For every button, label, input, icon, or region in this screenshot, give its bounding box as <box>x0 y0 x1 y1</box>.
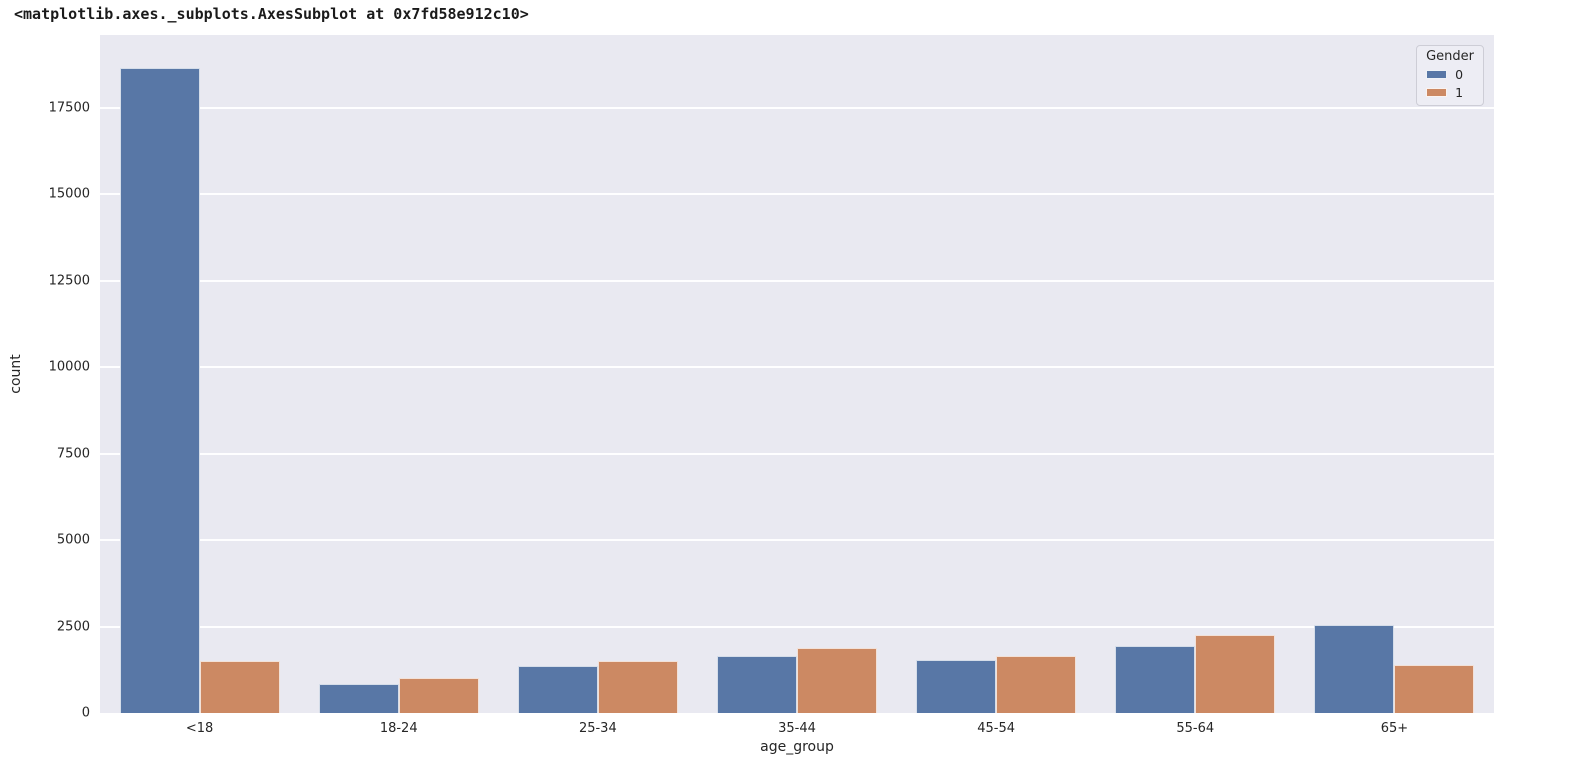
bar-18-24-gender-0 <box>318 683 399 713</box>
legend-swatch-icon <box>1426 88 1448 97</box>
bar-<18-gender-0 <box>119 67 200 713</box>
bar-55-64-gender-1 <box>1195 635 1276 713</box>
x-tick-label: <18 <box>185 721 214 736</box>
gridline <box>100 106 1494 109</box>
bar-45-54-gender-0 <box>916 660 997 713</box>
y-tick-label: 15000 <box>48 186 90 202</box>
x-tick-label: 35-44 <box>778 721 816 736</box>
y-tick-label: 0 <box>81 705 90 721</box>
gridline <box>100 625 1494 628</box>
y-tick-label: 2500 <box>56 619 90 635</box>
y-tick-label: 17500 <box>48 100 90 116</box>
x-tick-label: 18-24 <box>379 721 418 736</box>
axes-repr-text: <matplotlib.axes._subplots.AxesSubplot a… <box>14 5 529 23</box>
gridline <box>100 539 1494 542</box>
bar-35-44-gender-1 <box>797 647 877 713</box>
legend-entry-label: 1 <box>1455 85 1464 100</box>
x-axis-label: age_group <box>760 739 834 755</box>
bar-<18-gender-1 <box>199 661 280 713</box>
y-tick-label: 5000 <box>56 532 90 548</box>
legend-entry: 0 <box>1426 67 1474 82</box>
y-tick-label: 12500 <box>48 273 90 289</box>
x-tick-label: 45-54 <box>977 721 1016 736</box>
legend-title: Gender <box>1426 49 1474 64</box>
bar-18-24-gender-1 <box>398 678 479 713</box>
gridline <box>100 366 1494 369</box>
y-tick-label: 10000 <box>48 359 90 375</box>
legend-entry: 1 <box>1426 85 1474 100</box>
x-tick-label: 25-34 <box>578 721 617 736</box>
legend-entry-label: 0 <box>1455 67 1464 82</box>
bar-25-34-gender-0 <box>517 665 598 713</box>
x-tick-label: 55-64 <box>1176 721 1215 736</box>
bar-55-64-gender-0 <box>1115 645 1196 713</box>
bar-45-54-gender-1 <box>996 655 1077 713</box>
legend-swatch-icon <box>1426 70 1448 79</box>
bar-25-34-gender-1 <box>597 661 678 713</box>
bar-65+-gender-1 <box>1394 664 1475 713</box>
gridline <box>100 452 1494 455</box>
y-tick-label: 7500 <box>56 446 90 462</box>
x-tick-label: 65+ <box>1380 721 1409 736</box>
bar-35-44-gender-0 <box>717 655 797 713</box>
bar-65+-gender-0 <box>1314 625 1395 713</box>
gridline <box>100 279 1494 282</box>
gridline <box>100 193 1494 196</box>
